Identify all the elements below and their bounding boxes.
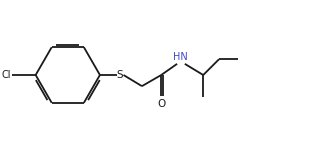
Text: O: O <box>157 99 165 109</box>
Text: Cl: Cl <box>1 70 11 80</box>
Text: S: S <box>116 70 123 80</box>
Text: HN: HN <box>173 52 188 62</box>
